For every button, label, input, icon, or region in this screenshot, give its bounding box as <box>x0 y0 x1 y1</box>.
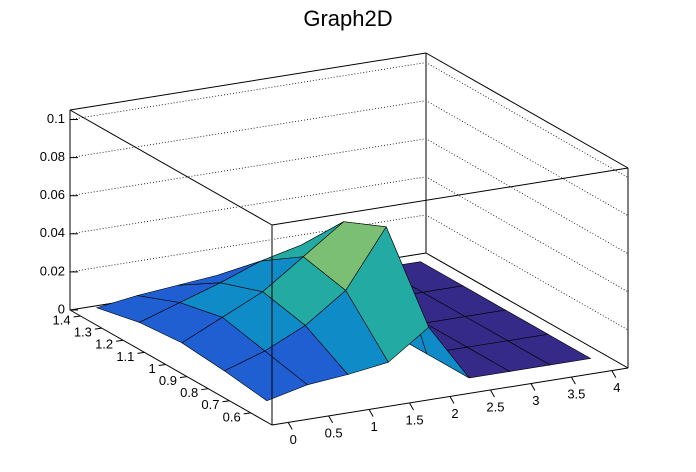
x-tick-label: 3 <box>532 393 539 408</box>
y-tick-label: 1.2 <box>95 337 113 352</box>
x-tick-label: 0.5 <box>325 425 343 440</box>
y-tick <box>158 363 166 366</box>
x-tick <box>449 396 455 404</box>
y-tick-label: 0.6 <box>223 409 241 424</box>
grid-line <box>69 62 629 178</box>
x-tick <box>530 383 536 391</box>
grid-line <box>69 100 629 216</box>
y-tick-label: 1 <box>148 361 155 376</box>
y-tick <box>116 339 124 342</box>
box-edge <box>425 52 629 169</box>
box-edge <box>271 167 629 226</box>
grid-line <box>69 138 629 255</box>
z-tick-label: 0.04 <box>40 225 65 240</box>
y-tick <box>94 327 102 330</box>
x-tick <box>409 402 414 411</box>
y-tick <box>201 388 209 391</box>
x-tick <box>611 370 617 378</box>
chart-title: Graph2D <box>303 6 392 31</box>
y-tick-label: 0.9 <box>159 373 177 388</box>
y-tick <box>137 351 145 354</box>
x-tick <box>368 409 374 417</box>
x-tick <box>328 415 334 424</box>
y-tick-label: 1.1 <box>116 349 134 364</box>
y-tick <box>73 315 81 318</box>
x-tick-label: 3.5 <box>567 387 585 402</box>
grid-line <box>69 176 629 293</box>
y-tick-label: 1.4 <box>53 312 71 327</box>
z-tick-label: 0.06 <box>40 187 65 202</box>
grid-line <box>69 214 629 331</box>
y-tick <box>179 376 188 379</box>
y-tick-label: 0.8 <box>180 385 198 400</box>
x-tick-label: 0 <box>290 432 297 447</box>
y-tick <box>243 412 251 415</box>
x-tick <box>570 376 576 385</box>
box-edge <box>69 52 427 111</box>
x-tick-label: 4 <box>613 380 620 395</box>
box-edge <box>69 309 273 426</box>
x-tick-label: 2.5 <box>486 399 504 414</box>
box-edge <box>69 109 273 226</box>
x-tick-label: 2 <box>451 406 458 421</box>
z-tick-label: 0.02 <box>40 263 65 278</box>
z-tick-label: 0.1 <box>47 111 65 126</box>
surface-cell <box>223 350 308 402</box>
z-tick-label: 0.08 <box>40 149 65 164</box>
z-tick-label: 0 <box>58 301 65 316</box>
y-tick <box>222 400 230 403</box>
x-tick-label: 1.5 <box>406 412 424 427</box>
x-tick <box>490 389 495 398</box>
x-tick-label: 1 <box>370 419 377 434</box>
y-tick-label: 0.7 <box>201 397 219 412</box>
y-tick-label: 1.3 <box>74 325 92 340</box>
x-tick <box>287 422 293 430</box>
